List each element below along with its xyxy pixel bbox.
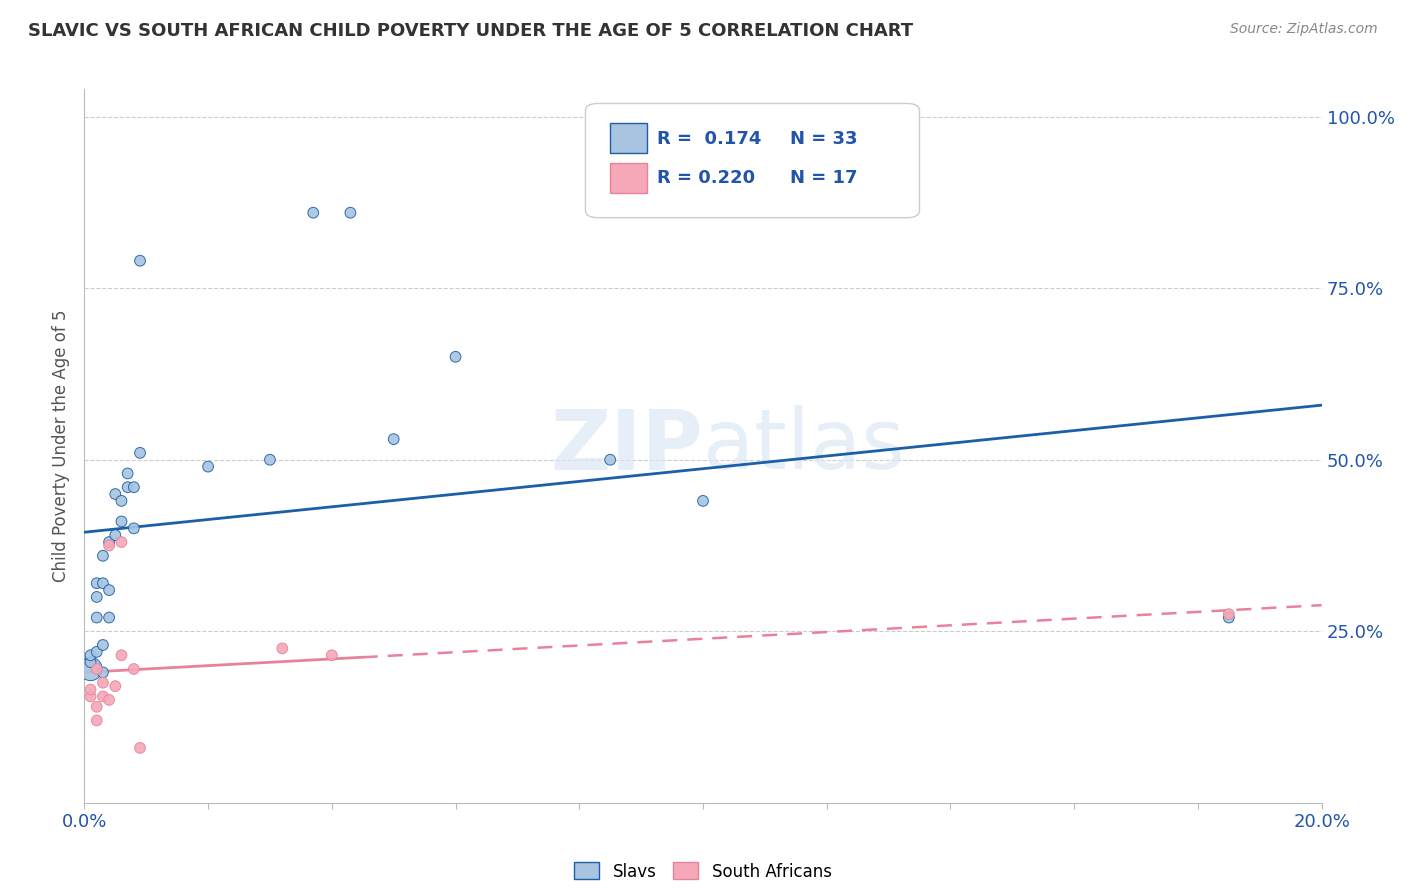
Point	[104, 679, 127, 693]
Point	[104, 487, 127, 501]
Point	[86, 590, 108, 604]
Point	[117, 480, 139, 494]
Point	[79, 648, 101, 663]
Point	[86, 645, 108, 659]
Point	[98, 539, 121, 553]
Point	[86, 714, 108, 728]
Point	[599, 452, 621, 467]
Point	[259, 452, 281, 467]
Point	[98, 583, 121, 598]
Point	[91, 690, 114, 704]
Point	[1218, 607, 1240, 621]
Point	[197, 459, 219, 474]
Point	[98, 535, 121, 549]
Point	[122, 662, 145, 676]
Point	[98, 693, 121, 707]
Point	[382, 432, 405, 446]
Point	[1218, 610, 1240, 624]
Text: N = 17: N = 17	[790, 169, 858, 186]
Legend: Slavs, South Africans: Slavs, South Africans	[568, 855, 838, 888]
Point	[271, 641, 294, 656]
Point	[79, 690, 101, 704]
Point	[339, 205, 361, 219]
Point	[110, 494, 132, 508]
Point	[321, 648, 343, 663]
Point	[129, 740, 152, 755]
Text: Source: ZipAtlas.com: Source: ZipAtlas.com	[1230, 22, 1378, 37]
Point	[98, 610, 121, 624]
Point	[79, 662, 101, 676]
Point	[86, 610, 108, 624]
Point	[79, 682, 101, 697]
Point	[444, 350, 467, 364]
Point	[91, 638, 114, 652]
Point	[79, 655, 101, 669]
Text: SLAVIC VS SOUTH AFRICAN CHILD POVERTY UNDER THE AGE OF 5 CORRELATION CHART: SLAVIC VS SOUTH AFRICAN CHILD POVERTY UN…	[28, 22, 914, 40]
Point	[91, 675, 114, 690]
Point	[692, 494, 714, 508]
FancyBboxPatch shape	[610, 123, 647, 153]
Y-axis label: Child Poverty Under the Age of 5: Child Poverty Under the Age of 5	[52, 310, 70, 582]
Text: R = 0.220: R = 0.220	[657, 169, 755, 186]
Point	[91, 549, 114, 563]
Point	[110, 515, 132, 529]
Point	[117, 467, 139, 481]
Point	[129, 253, 152, 268]
Text: N = 33: N = 33	[790, 130, 858, 148]
Point	[91, 576, 114, 591]
FancyBboxPatch shape	[610, 162, 647, 193]
Text: ZIP: ZIP	[551, 406, 703, 486]
Text: atlas: atlas	[703, 406, 904, 486]
Point	[86, 699, 108, 714]
Point	[104, 528, 127, 542]
Point	[110, 648, 132, 663]
Point	[91, 665, 114, 680]
Point	[302, 205, 325, 219]
FancyBboxPatch shape	[585, 103, 920, 218]
Point	[86, 576, 108, 591]
Point	[110, 535, 132, 549]
Point	[122, 521, 145, 535]
Point	[129, 446, 152, 460]
Text: R =  0.174: R = 0.174	[657, 130, 762, 148]
Point	[86, 662, 108, 676]
Point	[122, 480, 145, 494]
